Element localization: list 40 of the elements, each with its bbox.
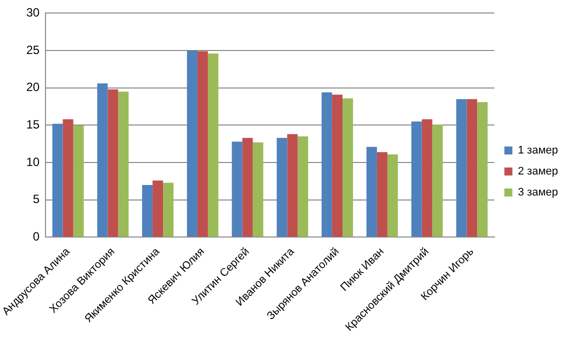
bar	[322, 92, 332, 237]
bar	[432, 124, 443, 237]
legend-label: 3 замер	[518, 186, 558, 199]
y-tick-label: 20	[26, 80, 40, 94]
y-tick-label: 25	[26, 42, 40, 57]
bar	[232, 142, 242, 237]
bar	[252, 142, 264, 237]
y-tick-label: 15	[26, 118, 40, 132]
legend-label: 2 замер	[518, 166, 558, 178]
bar	[387, 154, 398, 237]
bar	[466, 99, 478, 237]
bar	[152, 180, 164, 237]
bar	[477, 102, 488, 237]
bar	[97, 83, 108, 237]
bar	[287, 134, 298, 237]
bar	[276, 138, 288, 237]
bar	[186, 50, 198, 237]
bar	[208, 54, 218, 237]
y-tick-label: 0	[32, 230, 40, 244]
bar	[376, 152, 388, 237]
bar	[422, 119, 432, 237]
bar	[411, 121, 422, 237]
bar	[73, 125, 84, 237]
bar	[197, 51, 208, 237]
bar	[342, 98, 354, 237]
bar	[242, 138, 253, 237]
bar	[142, 184, 153, 237]
bar	[332, 94, 343, 237]
legend-label: 1 замер	[518, 144, 558, 157]
y-tick-label: 30	[26, 6, 40, 20]
bar	[62, 119, 74, 237]
bar	[108, 89, 118, 237]
y-tick-label: 10	[26, 154, 40, 169]
bar	[118, 92, 129, 237]
y-tick-label: 5	[32, 192, 40, 206]
bar	[366, 146, 377, 237]
bar	[298, 136, 308, 237]
bar	[456, 99, 467, 237]
bar	[163, 182, 174, 237]
bar	[52, 124, 63, 237]
